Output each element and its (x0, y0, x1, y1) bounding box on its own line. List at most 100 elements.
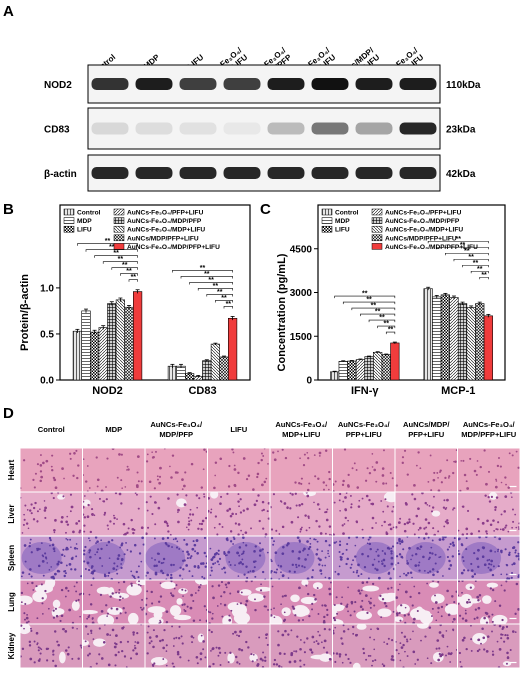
nucleus (167, 497, 170, 500)
nucleus (363, 566, 367, 569)
bar (330, 371, 340, 381)
nucleus (357, 574, 360, 577)
legend-swatch (321, 208, 333, 216)
nucleus (219, 502, 222, 505)
nucleus (265, 636, 268, 639)
nucleus (391, 510, 394, 513)
nucleus (447, 613, 451, 617)
nucleus (485, 530, 488, 533)
nucleus (308, 482, 311, 485)
nucleus (354, 555, 357, 558)
nucleus (162, 557, 166, 561)
nucleus (159, 639, 162, 643)
nucleus (39, 548, 41, 550)
lumen (59, 651, 66, 664)
nucleus (40, 648, 43, 651)
nucleus (139, 584, 142, 587)
nucleus (46, 562, 49, 564)
nucleus (476, 557, 479, 561)
nucleus (407, 572, 410, 575)
nucleus (399, 575, 401, 578)
nucleus (430, 510, 434, 513)
tissue-tile (333, 492, 395, 536)
bar (228, 317, 238, 381)
nucleus (124, 611, 127, 614)
nucleus (204, 516, 207, 520)
blot-band (91, 78, 129, 90)
nucleus (67, 589, 70, 592)
bar (483, 315, 493, 381)
nucleus (145, 460, 149, 463)
legend-swatch (113, 234, 125, 242)
bar (219, 356, 229, 381)
white-pulp (225, 542, 266, 574)
nucleus (487, 495, 490, 499)
nucleus (290, 629, 293, 632)
nucleus (481, 521, 485, 525)
lumen (395, 616, 404, 622)
lumen (290, 594, 300, 603)
nucleus (354, 633, 358, 637)
lumen (83, 609, 98, 615)
nucleus (137, 583, 140, 586)
nucleus (263, 480, 267, 484)
nucleus (508, 551, 511, 554)
nucleus (465, 480, 468, 483)
nucleus (347, 610, 349, 613)
nucleus (491, 620, 494, 623)
nucleus (399, 642, 402, 645)
nucleus (54, 486, 58, 490)
significance-label: ** (213, 283, 219, 290)
nucleus (299, 528, 303, 531)
nucleus (98, 557, 102, 560)
nucleus (447, 652, 451, 655)
nucleus (414, 663, 417, 665)
nucleus (72, 474, 75, 477)
blot-band (135, 122, 173, 135)
nucleus (517, 466, 520, 469)
nucleus (281, 525, 285, 529)
lumen (377, 608, 392, 617)
nucleus (334, 660, 337, 663)
nucleus (295, 566, 298, 569)
nucleus (170, 476, 173, 479)
nucleus (181, 642, 184, 645)
nucleus (229, 540, 233, 543)
nucleus (514, 513, 517, 516)
nucleus (423, 537, 426, 540)
nucleus (399, 542, 402, 545)
nucleus (377, 554, 380, 557)
nucleus (217, 553, 220, 556)
nucleus (122, 597, 124, 600)
nucleus (129, 657, 133, 660)
nucleus (245, 640, 248, 644)
nucleus (476, 595, 480, 599)
nucleus (438, 556, 441, 559)
nucleus (386, 505, 389, 508)
nucleus (511, 630, 515, 633)
nucleus (118, 492, 122, 496)
lumen (45, 580, 56, 589)
significance-bracket (128, 279, 138, 282)
nucleus (180, 635, 183, 638)
nucleus (500, 481, 503, 484)
nucleus (148, 636, 152, 639)
nucleus (100, 547, 103, 551)
nucleus (484, 611, 488, 615)
nucleus (428, 626, 432, 629)
nucleus (34, 501, 37, 505)
nucleus (267, 501, 270, 505)
significance-label: ** (388, 327, 394, 334)
nucleus (159, 595, 163, 598)
tissue-tile (83, 536, 145, 580)
nucleus (261, 659, 264, 662)
tissue-tile (270, 580, 332, 624)
nucleus (324, 564, 326, 567)
nucleus (96, 485, 99, 488)
nucleus (203, 493, 205, 496)
nucleus (342, 630, 346, 633)
significance-bracket (385, 331, 396, 335)
lumen (194, 580, 207, 585)
nucleus (155, 450, 157, 453)
nucleus (333, 632, 335, 635)
